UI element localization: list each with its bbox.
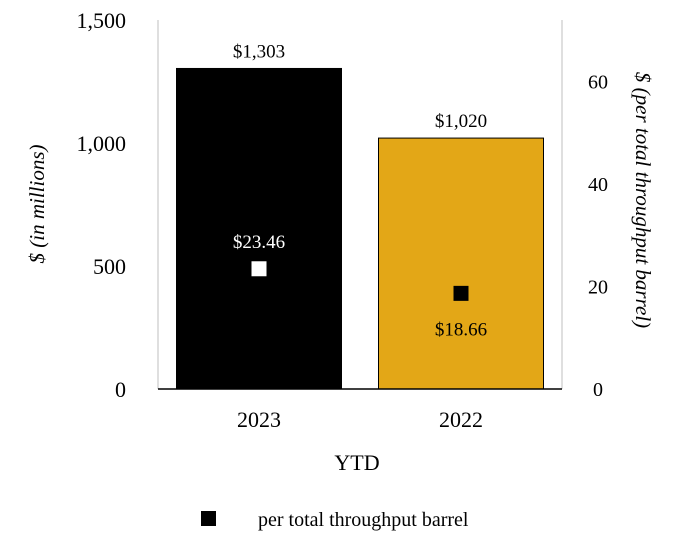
bar-value-label-2023: $1,303 <box>233 41 285 62</box>
legend-marker-icon <box>201 511 216 526</box>
y2-tick-label: 40 <box>588 174 608 196</box>
y-tick-label: 0 <box>115 377 126 402</box>
x-axis-ticks: 2023 2022 <box>237 407 483 432</box>
y-tick-label: 500 <box>93 254 126 279</box>
y-tick-label: 1,500 <box>77 8 127 33</box>
marker-2023 <box>251 261 267 277</box>
y2-axis-ticks: 0 20 40 60 <box>588 72 608 402</box>
x-tick-label-2022: 2022 <box>439 407 483 432</box>
x-tick-label-2023: 2023 <box>237 407 281 432</box>
bar-value-label-2022: $1,020 <box>435 111 487 132</box>
y2-axis-title: $ (per total throughput barrel) <box>631 72 655 328</box>
y-tick-label: 1,000 <box>77 131 127 156</box>
x-axis-title: YTD <box>334 450 379 475</box>
marker-value-labels: $23.46 $18.66 <box>233 232 487 341</box>
markers-group <box>251 261 469 301</box>
marker-2022 <box>453 285 469 301</box>
bar-2022 <box>378 137 544 390</box>
bar-2023 <box>176 67 342 390</box>
y-axis-title: $ (in millions) <box>25 144 49 263</box>
bar-value-labels: $1,303 $1,020 <box>233 41 487 132</box>
y-axis-ticks: 0 500 1,000 1,500 <box>77 8 127 402</box>
legend: per total throughput barrel <box>201 509 469 531</box>
marker-value-label-2023: $23.46 <box>233 232 285 253</box>
y2-tick-label: 0 <box>593 379 603 401</box>
bars-group <box>176 67 544 390</box>
y2-tick-label: 60 <box>588 72 608 94</box>
legend-label: per total throughput barrel <box>258 509 469 531</box>
marker-value-label-2022: $18.66 <box>435 319 487 340</box>
y2-tick-label: 20 <box>588 277 608 299</box>
